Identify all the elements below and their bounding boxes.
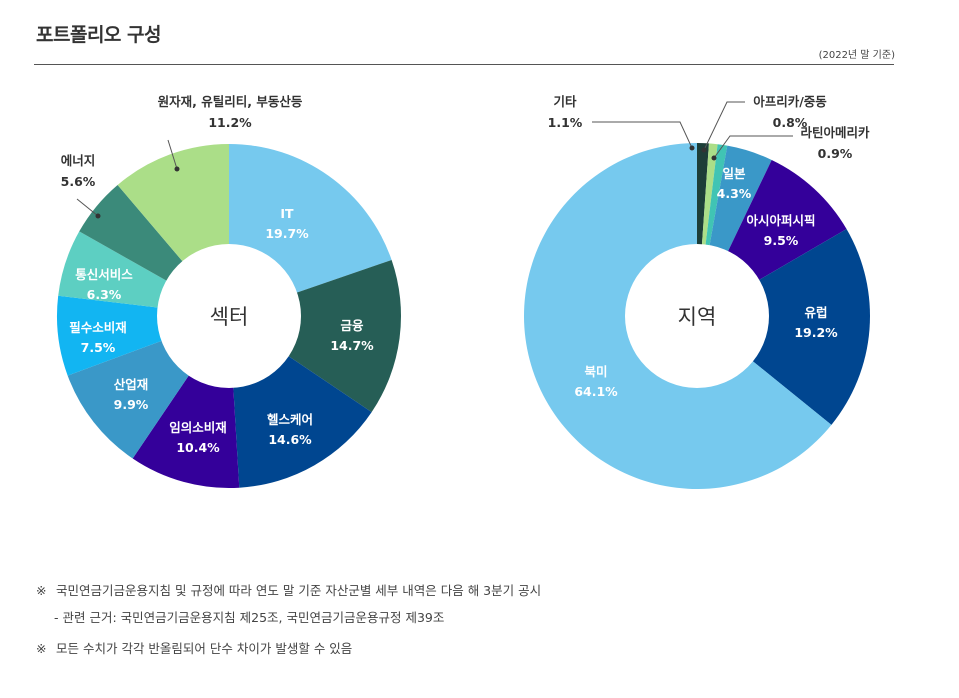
footnote-text: 모든 수치가 각각 반올림되어 단수 차이가 발생할 수 있음 — [56, 641, 353, 656]
slice-value-금융: 14.7% — [330, 338, 374, 353]
callout-line — [592, 121, 693, 149]
slice-value-통신서비스: 6.3% — [87, 287, 122, 302]
slice-name-금융: 금융 — [340, 318, 364, 333]
slice-value-라틴아메리카: 0.9% — [818, 146, 853, 161]
callout-dot — [701, 147, 707, 153]
slice-value-에너지: 5.6% — [61, 174, 96, 189]
callout-line — [167, 139, 178, 170]
title-divider — [34, 64, 894, 65]
slice-금융 — [229, 259, 401, 413]
callout-line — [713, 135, 793, 159]
slice-value-산업재: 9.9% — [114, 397, 149, 412]
slice-name-라틴아메리카: 라틴아메리카 — [800, 125, 870, 140]
slice-value-기타: 1.1% — [548, 115, 583, 130]
footnote-legal-basis: - 관련 근거: 국민연금기금운용지침 제25조, 국민연금기금운용규정 제39… — [54, 607, 444, 626]
slice-value-일본: 4.3% — [717, 186, 752, 201]
footnote-text: 국민연금기금운용지침 및 규정에 따라 연도 말 기준 자산군별 세부 내역은 … — [56, 583, 542, 598]
slice-name-아프리카-중동: 아프리카/중동 — [753, 94, 827, 109]
slice-value-헬스케어: 14.6% — [268, 432, 312, 447]
donut-hole — [157, 244, 301, 388]
slice-value-유럽: 19.2% — [794, 325, 838, 340]
slice-value-아프리카-중동: 0.8% — [773, 115, 808, 130]
charts-area: 섹터 IT 19.7% 금융 14.7% 헬스케어 14.6% 임의소비재 10.4% 산업재 9.… — [56, 94, 870, 490]
slice-name-헬스케어: 헬스케어 — [267, 412, 313, 427]
slice-name-아시아퍼시픽: 아시아퍼시픽 — [746, 213, 815, 228]
slice-name-it: IT — [280, 206, 294, 221]
slice-name-산업재: 산업재 — [114, 377, 149, 392]
slice-name-일본: 일본 — [722, 166, 746, 181]
slice-name-에너지: 에너지 — [61, 153, 96, 168]
callout-dot — [689, 145, 695, 151]
slice-value-it: 19.7% — [265, 226, 309, 241]
reference-date: (2022년 말 기준) — [818, 50, 895, 61]
callout-dot — [174, 166, 180, 172]
slice-name-기타: 기타 — [553, 94, 577, 109]
footnote-sub-text: - 관련 근거: 국민연금기금운용지침 제25조, 국민연금기금운용규정 제39… — [54, 610, 445, 625]
footnote-mark: ※ — [36, 583, 47, 598]
slice-value-북미: 64.1% — [574, 384, 618, 399]
slice-value-원자재-유틸리티-부동산등: 11.2% — [208, 115, 252, 130]
donut-hole — [625, 244, 769, 388]
center-label: 섹터 — [210, 305, 249, 329]
region-donut-chart: 지역 기타 1.1% 아프리카/중동 0.8%라틴아메리카 0.9% 일본 4.3% 아시아퍼시… — [523, 94, 870, 490]
callout-dot — [711, 155, 717, 161]
sector-donut-chart: 섹터 IT 19.7% 금융 14.7% 헬스케어 14.6% 임의소비재 10.4% 산업재 9.… — [56, 94, 401, 488]
page-title: 포트폴리오 구성 — [36, 24, 161, 46]
slice-name-원자재-유틸리티-부동산등: 원자재, 유틸리티, 부동산등 — [158, 94, 303, 109]
slice-name-유럽: 유럽 — [804, 305, 827, 320]
footnote-disclosure: ※ 국민연금기금운용지침 및 규정에 따라 연도 말 기준 자산군별 세부 내역은… — [36, 580, 541, 599]
slice-value-임의소비재: 10.4% — [176, 440, 220, 455]
footnote-rounding: ※ 모든 수치가 각각 반올림되어 단수 차이가 발생할 수 있음 — [36, 638, 352, 657]
slice-유럽 — [697, 229, 870, 425]
slice-name-통신서비스: 통신서비스 — [75, 267, 133, 282]
center-label: 지역 — [678, 305, 717, 329]
footnote-mark: ※ — [36, 641, 47, 656]
slice-value-필수소비재: 7.5% — [81, 340, 116, 355]
slice-name-필수소비재: 필수소비재 — [69, 320, 127, 335]
callout-dot — [95, 213, 101, 219]
callout-line — [76, 198, 99, 217]
slice-name-북미: 북미 — [584, 364, 607, 379]
callout-line — [703, 101, 745, 151]
slice-value-아시아퍼시픽: 9.5% — [764, 233, 799, 248]
slice-name-임의소비재: 임의소비재 — [169, 420, 227, 435]
